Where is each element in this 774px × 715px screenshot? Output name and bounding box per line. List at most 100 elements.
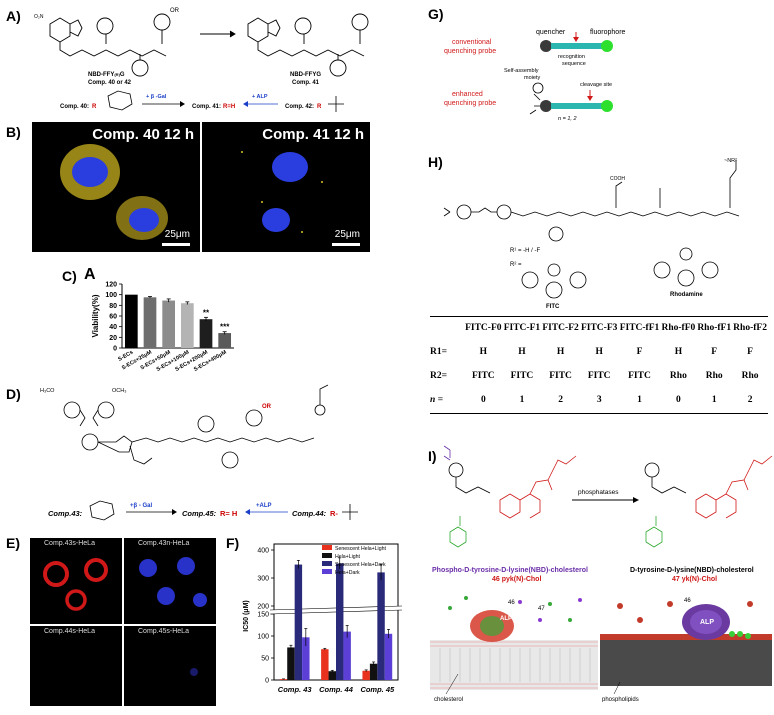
significance-mark: ** xyxy=(203,308,210,317)
row-label: R2= xyxy=(430,371,448,381)
panel-i-structures: phosphatases xyxy=(443,445,773,548)
panel-d-equation: Comp.43: +β - Gal Comp.45: R= H +ALP Com… xyxy=(48,500,358,521)
n46b-label: 46 xyxy=(684,598,691,604)
table-header: FITC-F3 xyxy=(580,323,618,333)
table-cell: FITC xyxy=(549,371,572,381)
d-sub-or: OR xyxy=(262,404,272,410)
table-header: Rho-fF1 xyxy=(697,323,732,333)
y-tick-label: 400 xyxy=(257,548,269,555)
svg-text:R= H: R= H xyxy=(220,509,237,518)
table-cell: H xyxy=(595,347,603,357)
scale-text-41: 25μm xyxy=(334,229,360,240)
fluorophore-label: fluorophore xyxy=(590,29,626,36)
viability-chart: 020406080100120Viability(%)S-ECsS-ECs+25… xyxy=(91,282,234,373)
scale-bar-40 xyxy=(162,243,190,246)
table-row: R2= FITC FITC FITC FITC FITC Rho Rho Rho xyxy=(430,371,768,381)
right-name-a: NBD-FFYG xyxy=(290,72,321,78)
micrograph-comp41: Comp. 41 12 h 25μm xyxy=(202,122,370,252)
table-cell: 1 xyxy=(637,395,642,405)
sub-or-label: OR xyxy=(170,8,180,14)
table-cell: H xyxy=(556,347,565,357)
i-right-short: 47 yk(N)-Chol xyxy=(672,576,718,583)
table-cell: H xyxy=(479,347,487,357)
bar xyxy=(180,303,194,348)
x-tick-label: Comp. 44 xyxy=(319,685,354,694)
table-cell: H xyxy=(518,347,526,357)
eq-right-a: Comp. 42: xyxy=(285,104,314,110)
table-header: Rho-fF2 xyxy=(733,323,767,333)
micrograph-45s: Comp.45s-HeLa xyxy=(124,626,216,706)
significance-mark: *** xyxy=(220,323,230,332)
table-cell: 0 xyxy=(480,395,486,405)
left-name-a: NBD-FFY(R)G xyxy=(88,72,125,78)
bar xyxy=(124,294,138,348)
i-left-short: 46 pyk(N)-Chol xyxy=(492,576,542,583)
panel-label-d: D) xyxy=(6,386,21,402)
r2-def: R² = xyxy=(510,262,522,268)
svg-text:R: R xyxy=(92,104,97,110)
panel-label-c: C) xyxy=(62,268,77,284)
phospholipids-label: phospholipids xyxy=(602,697,639,702)
alp-label-d: +ALP xyxy=(256,503,272,509)
n-eq-label: n = 1, 2 xyxy=(558,116,577,122)
recognition-label: recognition sequence xyxy=(558,54,586,67)
membrane-left: 46 47 ALPᴅ cholesterol xyxy=(430,596,598,702)
table-cell: 0 xyxy=(676,395,681,405)
no2-label-a: O₂N xyxy=(34,14,44,20)
table-cell: FITC xyxy=(628,371,651,381)
legend-swatch xyxy=(322,561,332,566)
methoxy-right: OCH₃ xyxy=(112,388,126,394)
bar xyxy=(328,671,336,680)
bar xyxy=(377,572,385,680)
table-cell: H xyxy=(674,347,683,357)
bar xyxy=(362,670,370,680)
legend-label: Hela+Light xyxy=(335,554,361,560)
bar xyxy=(369,663,378,680)
eq-mid-a: Comp. 41: xyxy=(192,104,221,110)
bar xyxy=(279,679,288,680)
methoxy-left: H₃CO xyxy=(40,388,55,394)
panel-label-i: I) xyxy=(428,448,437,464)
quencher-dot-conventional xyxy=(540,40,552,52)
n46-label: 46 xyxy=(508,600,515,606)
e-label-1: Comp.43n-HeLa xyxy=(138,540,190,547)
svg-text:R: R xyxy=(317,104,322,110)
probe-table: FITC-F0 FITC-F1 FITC-F2 FITC-F3 FITC-fF1… xyxy=(430,316,768,414)
r1-def: R¹ = -H / -F xyxy=(510,248,540,254)
i-left-name: Phospho-D-tyrosine-D-lysine(NBD)-cholest… xyxy=(432,567,588,574)
alp-label-i: ALP xyxy=(700,619,714,626)
bar xyxy=(162,300,176,348)
micrograph-44s: Comp.44s-HeLa xyxy=(30,626,122,706)
alp-label-a: + ALP xyxy=(252,94,268,100)
quencher-label: quencher xyxy=(536,29,566,36)
y-tick-label: 200 xyxy=(257,604,269,611)
bar xyxy=(321,649,329,680)
fitc-label: FITC xyxy=(546,304,560,310)
panel-label-c-inner: A xyxy=(84,266,96,283)
nr2-label: ~NR² xyxy=(724,158,737,164)
panel-h-structure: ~NR² COOH R¹ = -H / -F R² = FITC Rhodami… xyxy=(443,158,740,310)
legend-label: Senescent Hela+Dark xyxy=(335,562,386,568)
eq-right-d: Comp.44: xyxy=(292,509,327,518)
table-header-row: FITC-F0 FITC-F1 FITC-F2 FITC-F3 FITC-fF1… xyxy=(430,323,768,333)
membrane-right: ALP 46 phospholipids xyxy=(600,598,772,702)
bar xyxy=(336,563,344,680)
table-cell: Rho xyxy=(705,371,723,381)
table-header: FITC-fF1 xyxy=(619,323,660,333)
table-cell: FITC xyxy=(587,371,611,381)
left-comp-a: Comp. 40 or 42 xyxy=(88,80,132,86)
panel-label-b: B) xyxy=(6,124,21,140)
x-tick-label: Comp. 43 xyxy=(278,685,313,694)
table-cell: Rho xyxy=(741,371,759,381)
table-row: R1= H H H H F H F F xyxy=(430,347,768,357)
table-cell: 2 xyxy=(558,395,563,405)
table-cell: 1 xyxy=(519,395,525,405)
micrograph-43n: Comp.43n-HeLa xyxy=(124,538,216,624)
bar xyxy=(218,333,232,348)
y-tick-label: 0 xyxy=(265,678,269,685)
enhanced-label: enhanced quenching probe xyxy=(444,91,496,107)
bar xyxy=(143,297,157,348)
eq-mid-d: Comp.45: xyxy=(182,509,217,518)
y-axis-label: Viability(%) xyxy=(91,294,100,337)
